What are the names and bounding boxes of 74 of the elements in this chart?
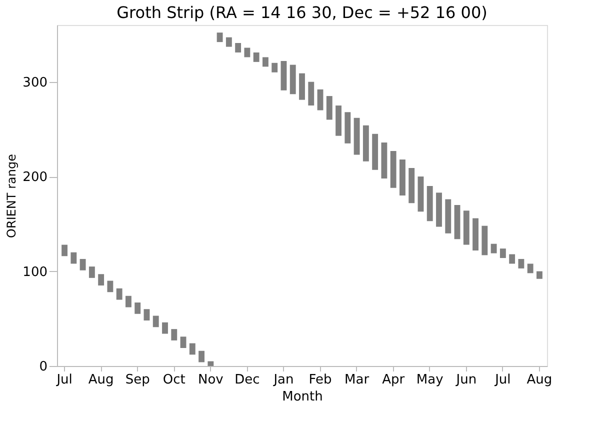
bar — [235, 42, 242, 52]
x-tick-label: May — [416, 372, 444, 388]
bar — [426, 186, 433, 222]
bar — [362, 125, 369, 162]
bar — [527, 264, 534, 274]
bar — [253, 52, 260, 62]
bar — [390, 150, 396, 188]
bar — [272, 62, 278, 72]
bar — [536, 271, 542, 279]
bar — [198, 350, 204, 362]
bar — [418, 176, 424, 212]
bar — [144, 309, 150, 321]
x-axis-title: Month — [282, 390, 323, 404]
bar — [344, 112, 351, 144]
bar — [500, 248, 506, 258]
x-tick-label: Jan — [272, 372, 294, 388]
bar — [354, 118, 360, 155]
x-tick-label: Aug — [88, 372, 114, 388]
bar — [171, 329, 178, 340]
bar — [381, 142, 388, 178]
bar — [107, 280, 114, 292]
bar — [454, 204, 460, 240]
x-tick-label: Apr — [382, 372, 406, 388]
bar — [88, 266, 95, 278]
bar — [482, 226, 488, 256]
bar — [70, 252, 77, 264]
bar — [445, 199, 452, 234]
y-tick-label: 100 — [22, 264, 48, 280]
y-tick-label: 0 — [39, 360, 48, 374]
x-tick-label: Feb — [308, 372, 332, 388]
bar — [152, 316, 159, 328]
x-tick-label: Mar — [344, 372, 370, 388]
bar — [308, 82, 314, 106]
bar — [509, 254, 516, 264]
bar — [262, 57, 268, 67]
x-tick-label: Nov — [198, 372, 224, 388]
y-tick-label: 300 — [22, 75, 48, 90]
bar — [490, 244, 497, 254]
bar — [317, 89, 324, 110]
x-tick-label: Dec — [234, 372, 260, 388]
bar — [372, 134, 378, 170]
bar — [162, 322, 168, 334]
y-axis-title: ORIENT range — [4, 154, 19, 238]
bar — [134, 302, 141, 314]
bar — [280, 60, 287, 90]
bar — [126, 296, 132, 308]
x-tick-label: Jul — [56, 372, 72, 388]
bar — [518, 258, 524, 268]
bar — [326, 96, 332, 120]
x-tick-label: Jul — [494, 372, 511, 388]
x-tick-label: Aug — [526, 372, 552, 388]
y-tick-label: 200 — [22, 170, 48, 186]
bar — [336, 106, 342, 136]
bar — [463, 210, 470, 245]
x-tick-label: Sep — [125, 372, 150, 388]
bar — [189, 343, 196, 355]
chart-title: Groth Strip (RA = 14 16 30, Dec = +52 16 00) — [116, 3, 488, 22]
bar — [436, 192, 442, 227]
bar — [244, 48, 250, 58]
bar — [98, 274, 104, 286]
bar — [116, 288, 122, 300]
x-tick-label: Jun — [455, 372, 477, 388]
bar — [80, 258, 86, 270]
bar — [216, 32, 223, 42]
bar — [180, 336, 186, 348]
bar — [408, 168, 415, 204]
bar — [290, 64, 296, 94]
bar — [299, 73, 305, 100]
bar — [208, 361, 214, 366]
x-tick-label: Oct — [162, 372, 186, 388]
bar — [62, 244, 68, 256]
bar — [472, 218, 478, 250]
bar — [400, 160, 406, 196]
bar — [226, 37, 232, 47]
